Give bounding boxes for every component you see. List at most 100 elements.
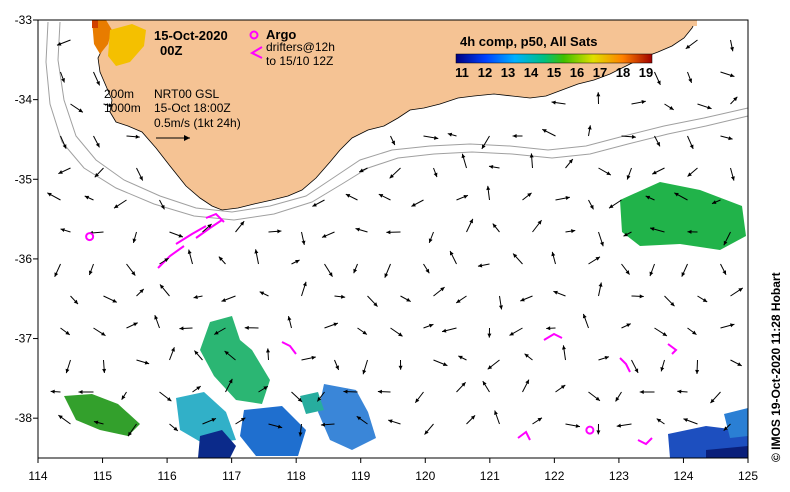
current-arrowhead xyxy=(406,297,411,302)
current-arrowhead xyxy=(298,432,303,437)
isobath-1000-label: 1000m xyxy=(104,101,141,115)
current-arrowhead xyxy=(677,389,682,394)
current-arrowhead xyxy=(224,350,229,356)
current-arrowhead xyxy=(362,330,367,335)
drifter-legend-line2: to 15/10 12Z xyxy=(266,54,333,68)
current-arrowhead xyxy=(65,368,70,374)
current-arrowhead xyxy=(722,270,727,275)
colorbar-tick-label: 12 xyxy=(478,65,492,80)
current-arrowhead xyxy=(568,159,573,164)
current-arrowhead xyxy=(101,331,106,336)
argo-float-marker xyxy=(585,425,595,435)
x-tick-label: 120 xyxy=(415,469,435,483)
current-arrowhead xyxy=(311,355,316,360)
current-arrowhead xyxy=(128,431,132,437)
current-arrowhead xyxy=(525,379,529,385)
current-arrowhead xyxy=(482,381,487,386)
current-arrowhead xyxy=(340,294,346,299)
current-arrowhead xyxy=(166,397,172,402)
current-arrowhead xyxy=(565,196,570,200)
current-arrowhead xyxy=(277,424,283,429)
current-arrowhead xyxy=(587,125,592,130)
current-arrowhead xyxy=(96,80,100,86)
current-arrowhead xyxy=(415,398,420,403)
current-arrowhead xyxy=(322,233,327,238)
argo-legend-label: Argo xyxy=(266,27,296,42)
current-arrowhead xyxy=(687,229,692,234)
map-hour: 00Z xyxy=(160,43,182,58)
current-arrowhead xyxy=(711,200,717,204)
current-arrowhead xyxy=(335,365,339,370)
land-australia xyxy=(94,19,697,211)
current-arrowhead xyxy=(433,172,438,178)
current-arrowhead xyxy=(207,223,212,229)
current-arrowhead xyxy=(702,298,708,302)
current-arrowhead xyxy=(596,92,601,97)
current-arrowhead xyxy=(458,355,463,360)
y-tick-label: -38 xyxy=(15,411,33,425)
current-arrowhead xyxy=(317,397,322,402)
current-arrowhead xyxy=(553,290,558,295)
argo-float-marker xyxy=(85,232,95,242)
current-arrowhead xyxy=(707,105,712,110)
current-arrowhead xyxy=(662,332,667,336)
current-arrowhead xyxy=(650,227,655,232)
current-arrowhead xyxy=(625,270,630,275)
current-arrowhead xyxy=(729,73,735,78)
current-arrowhead xyxy=(425,268,430,274)
current-arrowhead xyxy=(730,176,735,181)
current-arrowhead xyxy=(456,299,461,303)
current-arrowhead xyxy=(58,170,63,174)
current-arrowhead xyxy=(600,241,604,247)
current-arrowhead xyxy=(596,430,601,435)
current-arrowhead xyxy=(320,422,326,427)
current-arrowhead xyxy=(94,172,99,178)
current-arrowhead xyxy=(398,332,403,337)
current-arrowhead xyxy=(616,423,622,428)
current-arrowhead xyxy=(595,396,600,401)
current-arrowhead xyxy=(513,253,518,258)
current-arrowhead xyxy=(498,305,503,310)
current-arrowhead xyxy=(173,426,178,431)
x-tick-label: 121 xyxy=(480,469,500,483)
current-arrowhead xyxy=(537,417,542,422)
current-arrowhead xyxy=(218,256,224,261)
current-arrowhead xyxy=(631,134,637,139)
current-arrowhead xyxy=(193,295,198,299)
current-arrowhead xyxy=(196,386,201,391)
current-arrowhead xyxy=(738,287,743,292)
current-arrowhead xyxy=(512,134,517,139)
x-tick-label: 117 xyxy=(222,469,241,483)
current-arrowhead xyxy=(62,144,67,149)
current-arrowhead xyxy=(623,232,628,237)
current-arrowhead xyxy=(159,284,165,289)
current-arrowhead xyxy=(641,100,646,104)
current-arrowhead xyxy=(259,291,265,296)
current-arrowhead xyxy=(570,229,576,234)
current-arrowhead xyxy=(47,192,52,197)
current-arrowhead xyxy=(214,330,219,335)
current-arrowhead xyxy=(95,142,100,148)
current-arrowhead xyxy=(687,172,692,177)
current-arrowhead xyxy=(102,368,107,373)
colorbar-tick-label: 15 xyxy=(547,65,561,80)
current-arrowhead xyxy=(730,46,734,52)
current-arrowhead xyxy=(240,417,246,422)
current-arrowhead xyxy=(160,204,165,210)
current-arrowhead xyxy=(333,322,338,327)
current-arrowhead xyxy=(164,258,169,263)
current-arrowhead xyxy=(542,129,547,133)
current-arrowhead xyxy=(692,330,697,335)
x-tick-label: 125 xyxy=(738,469,758,483)
current-arrowhead xyxy=(384,273,389,278)
current-arrowhead xyxy=(266,348,271,353)
current-time-label: 15-Oct 18:00Z xyxy=(154,101,231,115)
current-arrowhead xyxy=(312,202,317,207)
current-arrowhead xyxy=(487,365,493,370)
current-arrowhead xyxy=(440,287,445,292)
current-arrowhead xyxy=(377,389,382,394)
sst-colorbar xyxy=(455,53,653,64)
current-arrowhead xyxy=(546,326,551,331)
current-arrowhead xyxy=(669,105,674,110)
x-tick-label: 118 xyxy=(287,469,306,483)
